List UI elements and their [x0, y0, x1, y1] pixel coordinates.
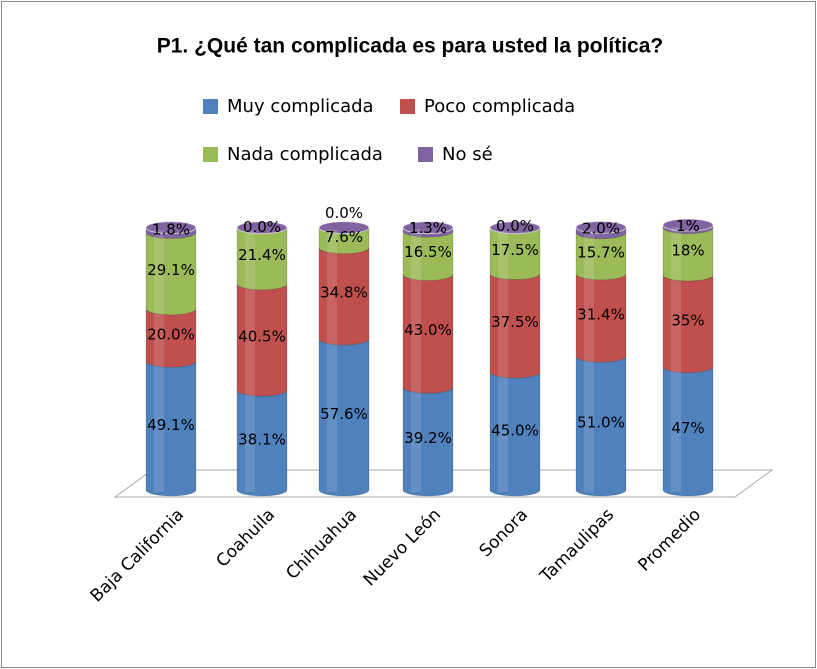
- data-label: 7.6%: [325, 228, 363, 246]
- data-label: 2.0%: [582, 220, 620, 238]
- bar-cap: [662, 218, 714, 232]
- data-label: 0.0%: [325, 204, 363, 222]
- bar-highlight: [245, 229, 255, 492]
- data-label: 20.0%: [147, 325, 195, 343]
- data-label: 39.2%: [404, 429, 452, 447]
- bar-cap: [489, 221, 541, 235]
- data-label: 31.4%: [577, 305, 625, 323]
- data-label: 16.5%: [404, 243, 452, 261]
- chart-title: P1. ¿Qué tan complicada es para usted la…: [157, 35, 663, 58]
- bar-cap: [236, 221, 288, 235]
- bar-highlight: [411, 229, 421, 492]
- data-label: 57.6%: [320, 405, 368, 423]
- bar-cap: [402, 221, 454, 235]
- data-label: 21.4%: [238, 246, 286, 264]
- data-label: 34.8%: [320, 284, 368, 302]
- data-label: 17.5%: [491, 241, 539, 259]
- legend-swatch: [203, 99, 218, 114]
- data-label: 29.1%: [147, 261, 195, 279]
- data-label: 37.5%: [491, 313, 539, 331]
- data-label: 18%: [671, 242, 704, 260]
- bar-cap: [575, 220, 627, 234]
- data-label: 1%: [676, 217, 700, 235]
- data-label: 47%: [671, 419, 704, 437]
- bar-highlight: [498, 229, 508, 492]
- legend-label: Nada complicada: [227, 144, 383, 165]
- legend-swatch: [203, 147, 218, 162]
- data-label: 35%: [671, 311, 704, 329]
- data-label: 51.0%: [577, 414, 625, 432]
- bar-cap: [145, 221, 197, 235]
- data-label: 38.1%: [238, 431, 286, 449]
- data-label: 15.7%: [577, 244, 625, 262]
- bar-highlight: [327, 229, 337, 492]
- data-label: 45.0%: [491, 421, 539, 439]
- legend-label: No sé: [442, 144, 493, 165]
- legend-label: Muy complicada: [227, 96, 374, 117]
- bar-cap: [318, 221, 370, 235]
- legend-swatch: [418, 147, 433, 162]
- data-label: 0.0%: [496, 217, 534, 235]
- bar-highlight: [584, 229, 594, 492]
- data-label: 0.0%: [243, 218, 281, 236]
- data-label: 1.8%: [152, 220, 190, 238]
- data-label: 40.5%: [238, 327, 286, 345]
- data-label: 49.1%: [147, 416, 195, 434]
- legend-label: Poco complicada: [424, 96, 575, 117]
- legend-swatch: [400, 99, 415, 114]
- data-label: 1.3%: [409, 219, 447, 237]
- data-label: 43.0%: [404, 321, 452, 339]
- bar-highlight: [671, 227, 681, 492]
- bar-highlight: [154, 229, 164, 492]
